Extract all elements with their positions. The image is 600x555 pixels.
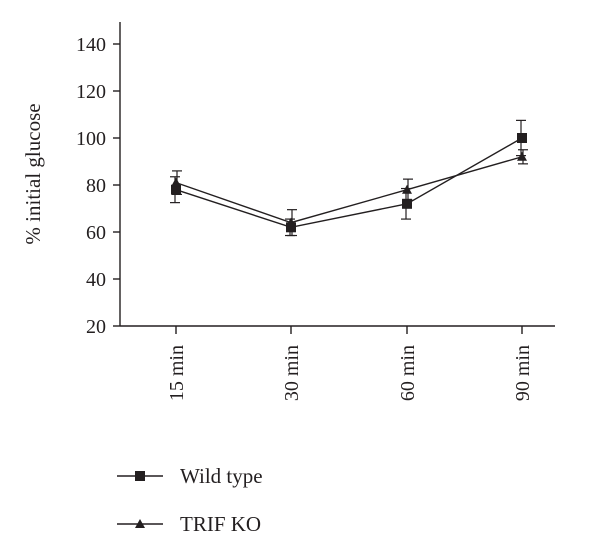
x-tick-label: 15 min: [166, 345, 188, 401]
y-tick-label: 60: [86, 222, 106, 244]
series-layer: [170, 119, 528, 237]
legend-label: Wild type: [180, 464, 263, 488]
data-point: [286, 222, 296, 233]
data-point: [286, 217, 296, 227]
x-tick-label: 60 min: [397, 345, 419, 401]
legend-marker: [135, 471, 145, 481]
y-tick-label: 20: [86, 316, 106, 338]
data-point: [517, 151, 527, 161]
legend: Wild type TRIF KO: [117, 464, 263, 536]
x-axis-ticks: 15 min 30 min 60 min 90 min: [166, 326, 534, 401]
y-tick-label: 40: [86, 269, 106, 291]
data-point: [517, 133, 527, 143]
data-point: [171, 177, 181, 187]
data-point: [402, 198, 412, 209]
series-wild-type: [170, 119, 527, 237]
legend-marker: [135, 519, 145, 528]
y-axis-ticks: 20 40 60 80 100 120 140: [76, 34, 120, 338]
series-line: [175, 156, 523, 224]
y-tick-label: 100: [76, 128, 106, 150]
data-point: [171, 184, 181, 195]
data-point: [402, 184, 412, 194]
y-tick-label: 120: [76, 81, 106, 103]
y-tick-label: 80: [86, 175, 106, 197]
legend-label: TRIF KO: [180, 512, 261, 536]
y-axis-title: % initial glucose: [21, 103, 45, 244]
y-tick-label: 140: [76, 34, 106, 56]
legend-item-trif-ko: TRIF KO: [117, 512, 261, 536]
x-tick-label: 30 min: [281, 345, 303, 401]
legend-item-wild-type: Wild type: [117, 464, 263, 488]
x-tick-label: 90 min: [512, 345, 534, 401]
series-trif-ko: [171, 149, 528, 237]
series-line: [175, 137, 523, 229]
